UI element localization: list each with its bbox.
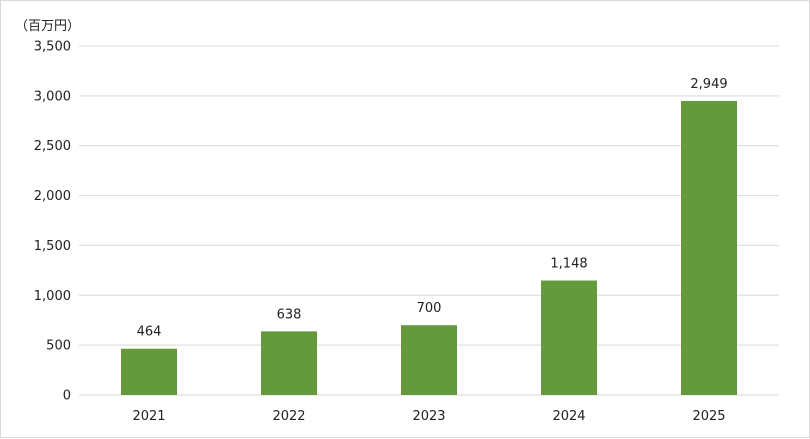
bar-2023 [401, 325, 457, 395]
x-axis-ticks: 2021 2022 2023 2024 2025 [132, 409, 725, 424]
bar-2021 [121, 348, 177, 395]
data-label-2023: 700 [417, 301, 442, 316]
data-label-2024: 1,148 [550, 257, 587, 272]
data-label-2021: 464 [137, 325, 162, 340]
x-tick-label-2024: 2024 [552, 409, 585, 424]
x-tick-label-2023: 2023 [412, 409, 445, 424]
x-tick-label-2025: 2025 [692, 409, 725, 424]
bar-2022 [261, 331, 317, 395]
y-axis-ticks: 0 500 1,000 1,500 2,000 2,500 3,000 3,500 [34, 40, 71, 404]
y-tick-label: 3,500 [34, 40, 71, 55]
bar-2024 [541, 280, 597, 395]
y-axis-unit-label: （百万円） [15, 19, 81, 34]
y-tick-label: 0 [63, 389, 71, 404]
data-label-2022: 638 [277, 307, 302, 322]
bars [121, 100, 737, 396]
data-labels: 464 638 700 1,148 2,949 [137, 77, 728, 340]
bar-2025 [681, 100, 737, 396]
y-tick-label: 2,500 [34, 139, 71, 154]
x-tick-label-2022: 2022 [272, 409, 305, 424]
data-label-2025: 2,949 [690, 77, 727, 92]
x-tick-label-2021: 2021 [132, 409, 165, 424]
y-tick-label: 1,000 [34, 289, 71, 304]
y-tick-label: 2,000 [34, 189, 71, 204]
y-tick-label: 1,500 [34, 239, 71, 254]
y-tick-label: 3,000 [34, 89, 71, 104]
y-tick-label: 500 [46, 339, 71, 354]
